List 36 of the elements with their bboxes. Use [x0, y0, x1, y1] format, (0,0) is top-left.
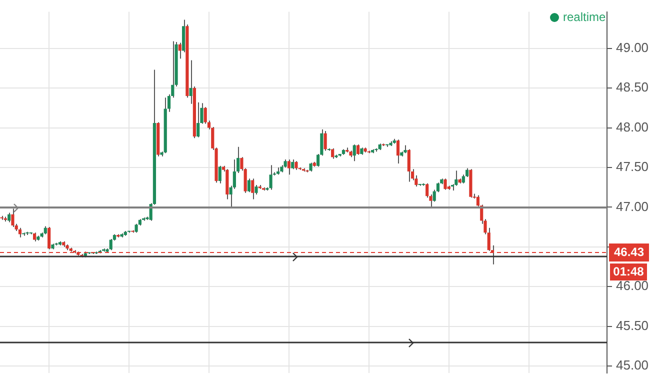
candlestick [291, 159, 294, 170]
candlestick [331, 148, 334, 160]
candlestick [254, 184, 258, 195]
candlestick [352, 144, 356, 162]
candlestick [407, 148, 410, 182]
annotation: realtime [563, 10, 606, 24]
candlestick [251, 178, 254, 200]
candlestick [48, 226, 51, 250]
y-tick-label: 47.00 [616, 198, 649, 214]
candlestick [218, 165, 222, 184]
y-tick-label: 45.00 [616, 358, 649, 373]
candlestick [444, 178, 447, 190]
candlestick [189, 60, 192, 104]
candlestick [109, 238, 112, 251]
y-tick-label: 47.50 [616, 159, 649, 174]
y-tick-label: 46.00 [616, 278, 649, 294]
candlestick [324, 130, 327, 152]
candlestick [178, 42, 182, 60]
y-tick-label: 48.50 [616, 80, 649, 95]
y-tick-label: 48.00 [616, 119, 649, 134]
candlestick [8, 212, 11, 223]
candlestick [11, 208, 14, 228]
ref-line-label: 46.43 [614, 244, 644, 259]
candlestick [204, 106, 207, 124]
candlestick [196, 102, 200, 138]
candlestick [356, 144, 360, 156]
y-tick-label: 49.00 [616, 40, 649, 55]
candlestick [396, 139, 400, 164]
text: 01:48 [613, 264, 644, 278]
candlestick [247, 178, 251, 193]
candlestick [269, 164, 272, 190]
y-tick-label: 45.50 [616, 318, 649, 333]
candlestick [454, 170, 458, 186]
candlestick [18, 227, 22, 238]
candlestick [287, 159, 291, 176]
candlestick [426, 182, 429, 198]
